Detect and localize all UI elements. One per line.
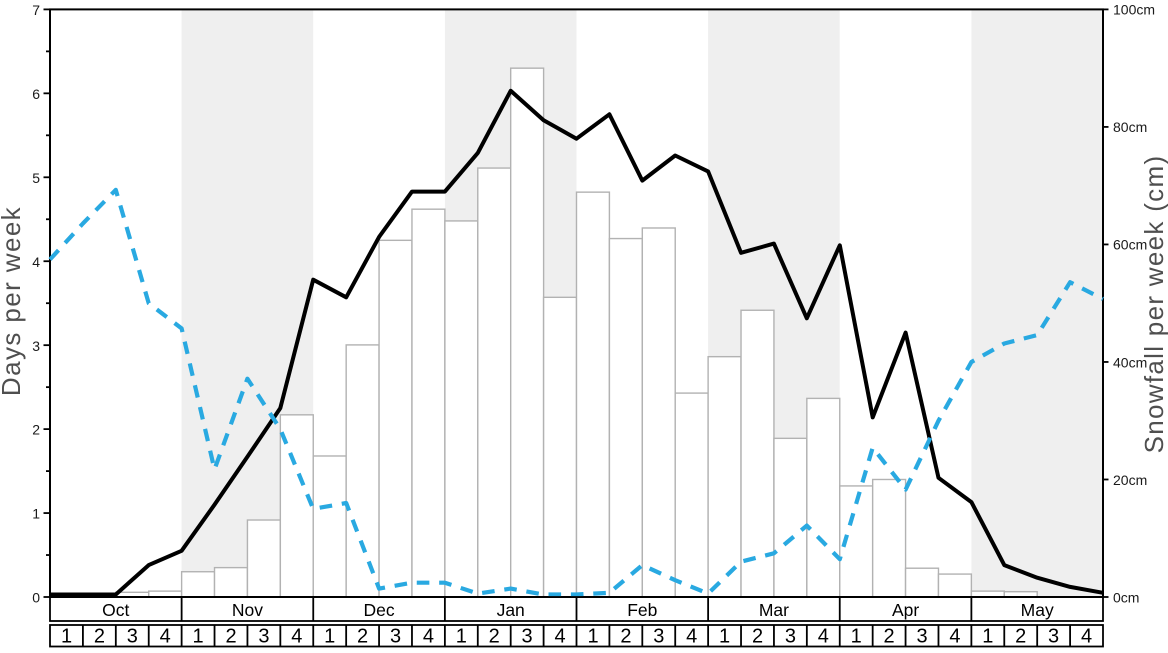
svg-text:4: 4 — [160, 626, 171, 648]
svg-text:Mar: Mar — [759, 600, 789, 620]
svg-text:2: 2 — [357, 626, 368, 648]
svg-text:100cm: 100cm — [1113, 2, 1155, 18]
svg-text:1: 1 — [32, 506, 40, 522]
svg-text:Feb: Feb — [627, 600, 657, 620]
svg-text:40cm: 40cm — [1113, 354, 1147, 370]
svg-text:5: 5 — [32, 170, 40, 186]
svg-text:2: 2 — [1015, 626, 1026, 648]
svg-text:Oct: Oct — [102, 600, 129, 620]
svg-text:4: 4 — [554, 626, 565, 648]
svg-text:1: 1 — [456, 626, 467, 648]
svg-text:1: 1 — [587, 626, 598, 648]
svg-text:6: 6 — [32, 86, 40, 102]
svg-text:2: 2 — [94, 626, 105, 648]
svg-text:1: 1 — [61, 626, 72, 648]
svg-text:2: 2 — [32, 422, 40, 438]
svg-text:Jan: Jan — [497, 600, 525, 620]
svg-text:4: 4 — [949, 626, 960, 648]
svg-text:3: 3 — [653, 626, 664, 648]
svg-text:3: 3 — [258, 626, 269, 648]
svg-text:4: 4 — [291, 626, 302, 648]
svg-text:4: 4 — [1081, 626, 1092, 648]
svg-text:4: 4 — [32, 254, 40, 270]
svg-text:4: 4 — [818, 626, 829, 648]
svg-text:3: 3 — [127, 626, 138, 648]
svg-text:3: 3 — [1048, 626, 1059, 648]
svg-text:20cm: 20cm — [1113, 472, 1147, 488]
svg-text:0: 0 — [32, 590, 40, 606]
svg-text:60cm: 60cm — [1113, 237, 1147, 253]
svg-text:May: May — [1021, 600, 1054, 620]
svg-text:2: 2 — [752, 626, 763, 648]
svg-text:2: 2 — [489, 626, 500, 648]
svg-text:Apr: Apr — [892, 600, 919, 620]
svg-text:3: 3 — [32, 338, 40, 354]
svg-text:2: 2 — [620, 626, 631, 648]
svg-text:Snowfall per week (cm): Snowfall per week (cm) — [1139, 155, 1168, 454]
svg-text:1: 1 — [719, 626, 730, 648]
svg-text:1: 1 — [851, 626, 862, 648]
svg-text:3: 3 — [916, 626, 927, 648]
svg-text:3: 3 — [390, 626, 401, 648]
svg-text:1: 1 — [982, 626, 993, 648]
svg-text:2: 2 — [884, 626, 895, 648]
svg-text:4: 4 — [686, 626, 697, 648]
svg-text:80cm: 80cm — [1113, 119, 1147, 135]
svg-text:1: 1 — [324, 626, 335, 648]
svg-text:7: 7 — [32, 2, 40, 18]
svg-text:Nov: Nov — [232, 600, 263, 620]
svg-text:Dec: Dec — [364, 600, 395, 620]
svg-text:0cm: 0cm — [1113, 589, 1139, 605]
svg-text:3: 3 — [785, 626, 796, 648]
svg-text:4: 4 — [423, 626, 434, 648]
svg-text:2: 2 — [225, 626, 236, 648]
svg-text:3: 3 — [522, 626, 533, 648]
svg-text:Days per week: Days per week — [0, 206, 26, 396]
svg-text:1: 1 — [193, 626, 204, 648]
